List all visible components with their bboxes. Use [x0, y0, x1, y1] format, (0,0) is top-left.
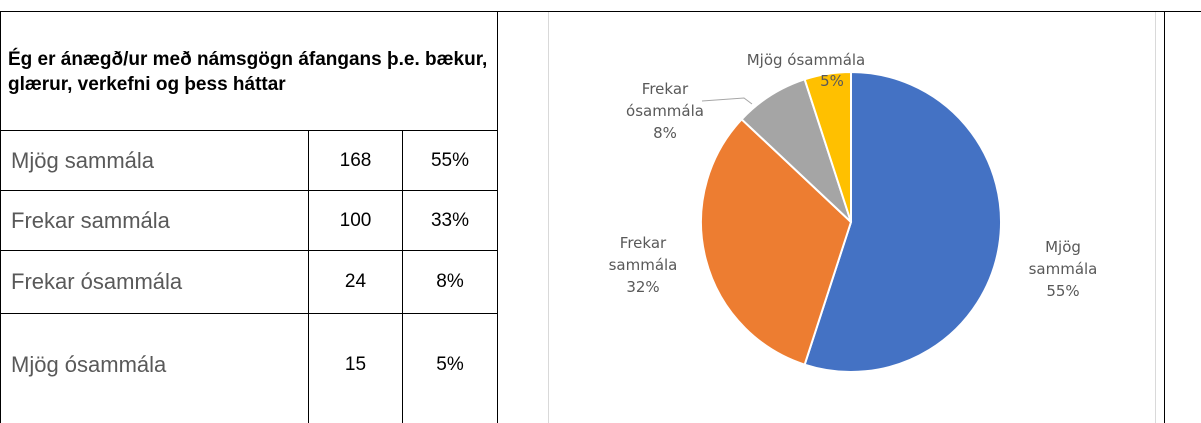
- slice-label-line: Frekar: [620, 234, 667, 252]
- table-number: 55%: [430, 149, 470, 171]
- rule: [1164, 11, 1165, 423]
- slice-value-label: 8%: [653, 124, 677, 142]
- table-label: Mjög ósammála: [11, 352, 167, 377]
- rule: [0, 313, 497, 314]
- slice-label: Mjög ósammála: [747, 51, 866, 69]
- rule: [0, 250, 497, 251]
- table-number: 5%: [436, 354, 464, 375]
- slice-label-line: Mjög ósammála: [747, 51, 866, 69]
- table-number: 33%: [430, 209, 470, 231]
- rule: [0, 190, 497, 191]
- pie-slice: [803, 70, 852, 223]
- table-number: 168: [339, 149, 372, 171]
- chart-frame: [548, 12, 1156, 423]
- slice-value-label: 32%: [626, 278, 659, 296]
- rule: [0, 11, 1201, 12]
- rule: [402, 130, 403, 423]
- table-number: 15: [344, 354, 367, 375]
- pie-slice: [803, 70, 1002, 373]
- table-number: 24: [344, 271, 367, 292]
- table-number: 100: [339, 209, 372, 231]
- rule: [308, 130, 309, 423]
- rule: [497, 11, 498, 423]
- table-label: Mjög sammála: [11, 147, 155, 173]
- pie-slice: [700, 117, 853, 366]
- rule: [0, 130, 497, 131]
- slice-value-label: 55%: [1046, 282, 1079, 300]
- slice-label-line: ósammála: [626, 102, 704, 120]
- slice-label-line: sammála: [609, 256, 678, 274]
- rule: [0, 11, 1, 423]
- slice-label-line: sammála: [1029, 260, 1098, 278]
- slice-label: Frekar sammála: [609, 234, 678, 274]
- table-label: Frekar sammála: [11, 207, 170, 233]
- slice-label: Frekar ósammála: [626, 80, 704, 120]
- table-label: Frekar ósammála: [11, 269, 183, 294]
- slice-label-line: Mjög: [1045, 238, 1081, 256]
- leader-line: [701, 97, 753, 105]
- slice-label-line: Frekar: [642, 80, 689, 98]
- table-number: 8%: [436, 271, 464, 292]
- table-header: Ég er ánægð/ur með námsgögn áfangans þ.e…: [8, 49, 488, 95]
- slice-label: Mjög sammála: [1029, 238, 1098, 278]
- slice-value-label: 5%: [820, 72, 844, 90]
